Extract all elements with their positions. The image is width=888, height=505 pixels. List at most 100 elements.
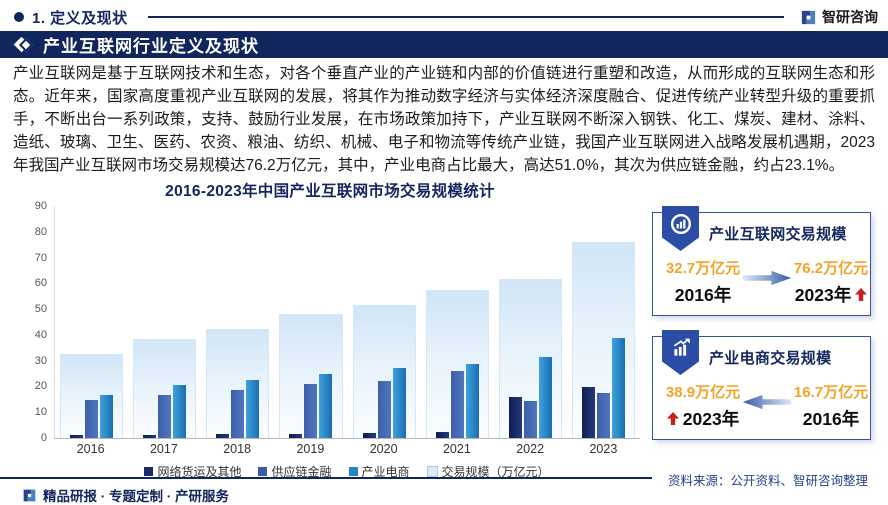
legend-item: 网络货运及其他	[144, 463, 241, 480]
card-title: 产业互联网交易规模	[709, 226, 847, 243]
legend-swatch-icon	[144, 467, 154, 476]
chart-plot-area: 0 10 20 30 40 50 60 70 80 90	[35, 200, 640, 444]
legend-swatch-icon	[426, 466, 438, 477]
x-tick-label: 2016	[76, 442, 105, 456]
series-bar	[304, 383, 318, 438]
section-label: 1. 定义及现状	[32, 9, 128, 27]
footer-tagline-text: 精品研报 · 专题定制 · 产研服务	[43, 489, 229, 504]
series-bar	[523, 401, 537, 438]
series-bar	[362, 432, 376, 438]
series-bar	[538, 357, 552, 438]
bar-group	[279, 206, 343, 438]
y-tick-label: 10	[34, 406, 47, 419]
series-bar	[289, 433, 303, 438]
series-bar	[435, 432, 449, 438]
y-tick-label: 50	[34, 303, 47, 316]
bar-group	[425, 206, 489, 438]
stat-value: 76.2万亿元	[793, 260, 869, 277]
chart-x-axis: 2016 2017 2018 2019 2020 2021 2022 2023	[54, 442, 640, 456]
card-title: 产业电商交易规模	[709, 350, 832, 367]
x-tick-label: 2017	[149, 442, 178, 456]
chart-plot	[54, 206, 640, 438]
series-bar	[216, 434, 230, 438]
series-bar	[377, 381, 391, 438]
series-bar	[465, 364, 479, 438]
x-tick-label: 2019	[296, 442, 325, 456]
series-bar	[173, 385, 187, 438]
chart-title: 2016-2023年中国产业互联网市场交易规模统计	[165, 183, 495, 200]
diamond-icon	[13, 36, 34, 53]
x-tick-label: 2023	[589, 442, 618, 456]
card-ecommerce-scale: 产业电商交易规模 38.9万亿元 2023年 16.7万亿元 2016年	[652, 330, 871, 440]
card-left-stat: 38.9万亿元 2023年	[665, 381, 741, 431]
y-tick-label: 60	[34, 277, 47, 290]
up-arrow-icon	[855, 288, 868, 301]
series-bar	[581, 387, 595, 438]
series-bar	[596, 392, 610, 438]
card-right-stat: 16.7万亿元 2016年	[793, 381, 869, 431]
y-tick-label: 90	[34, 200, 47, 212]
legend-swatch-icon	[258, 467, 268, 476]
bar-group	[133, 206, 197, 438]
card-body: 38.9万亿元 2023年 16.7万亿元 2016年	[653, 368, 870, 431]
legend-item: 供应链金融	[258, 463, 332, 480]
banner-title: 产业互联网行业定义及现状	[43, 37, 259, 56]
right-arrow-icon	[742, 270, 792, 286]
card-industrial-internet-scale: 产业互联网交易规模 32.7万亿元 2016年 76.2万亿元 2023年	[652, 206, 871, 316]
series-bar	[143, 435, 157, 438]
bar-group	[206, 206, 270, 438]
stat-value: 16.7万亿元	[793, 384, 869, 401]
brand-logo-icon	[23, 489, 36, 501]
series-bar	[450, 370, 464, 438]
legend-label: 产业电商	[361, 465, 410, 479]
brand-logo-icon	[801, 10, 816, 24]
series-bar	[246, 380, 260, 438]
data-source-note: 资料来源：公开资料、智研咨询整理	[667, 474, 868, 488]
bar-group	[498, 206, 562, 438]
brand-logo: 智研咨询	[800, 7, 878, 27]
up-arrow-icon	[666, 412, 679, 425]
header-divider	[147, 16, 784, 18]
y-tick-label: 0	[40, 432, 47, 444]
series-bar	[70, 435, 84, 438]
series-bar	[392, 367, 406, 438]
y-tick-label: 20	[34, 380, 47, 393]
x-tick-label: 2021	[442, 442, 471, 456]
card-left-stat: 32.7万亿元 2016年	[665, 257, 741, 307]
y-tick-label: 30	[34, 354, 47, 367]
left-arrow-icon	[742, 394, 792, 410]
x-tick-label: 2022	[516, 442, 545, 456]
bar-group	[352, 206, 416, 438]
y-tick-label: 70	[34, 251, 47, 264]
series-bar	[158, 394, 172, 438]
card-body: 32.7万亿元 2016年 76.2万亿元 2023年	[653, 244, 870, 307]
footer-tagline: 精品研报 · 专题定制 · 产研服务	[22, 485, 229, 505]
series-bar	[85, 399, 99, 438]
x-tick-label: 2020	[369, 442, 398, 456]
series-bar	[100, 394, 114, 438]
chart-legend: 网络货运及其他 供应链金融 产业电商 交易规模（万亿元）	[54, 463, 640, 480]
series-bar	[231, 390, 245, 438]
stat-year: 2023年	[665, 406, 741, 431]
section-banner: 产业互联网行业定义及现状	[0, 31, 888, 58]
intro-paragraph: 产业互联网是基于互联网技术和生态，对各个垂直产业的产业链和内部的价值链进行重塑和…	[13, 65, 875, 174]
card-right-stat: 76.2万亿元 2023年	[793, 257, 869, 307]
footer-divider	[0, 477, 652, 479]
y-tick-label: 80	[34, 225, 47, 238]
stat-value: 38.9万亿元	[665, 384, 741, 401]
bar-group	[60, 206, 124, 438]
legend-label: 交易规模（万亿元）	[441, 465, 550, 479]
x-tick-label: 2018	[223, 442, 252, 456]
legend-swatch-icon	[348, 467, 358, 476]
bar-group	[571, 206, 635, 438]
stat-year: 2016年	[802, 409, 860, 429]
legend-label: 网络货运及其他	[157, 465, 242, 479]
stat-value: 32.7万亿元	[665, 260, 741, 277]
series-bar	[611, 337, 625, 438]
bullet-dot-icon	[14, 12, 24, 22]
market-scale-chart: 2016-2023年中国产业互联网市场交易规模统计 0 10 20 30 40 50 60 7…	[20, 179, 640, 480]
page-header: 1. 定义及现状 智研咨询	[14, 7, 878, 27]
legend-item: 交易规模（万亿元）	[426, 463, 550, 480]
y-tick-label: 40	[34, 328, 47, 341]
legend-label: 供应链金融	[271, 465, 332, 479]
